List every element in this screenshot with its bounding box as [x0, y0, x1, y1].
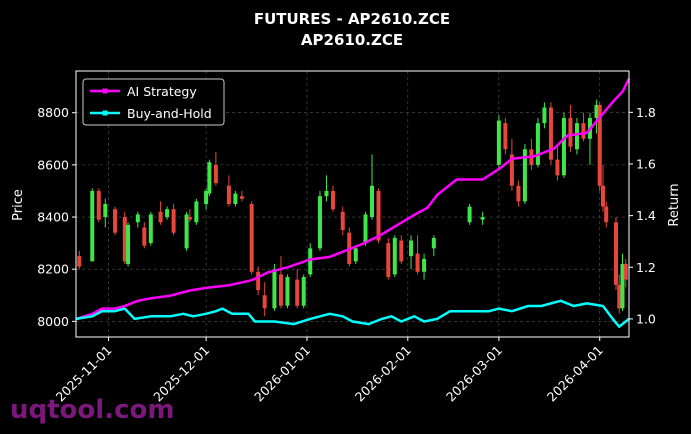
candle-body [370, 185, 375, 218]
candle-body [496, 120, 501, 165]
candle-body [171, 209, 176, 233]
candle-body [561, 117, 566, 176]
candle-body [96, 190, 101, 220]
candle-body [308, 248, 313, 275]
legend-label-buyhold: Buy-and-Hold [127, 106, 212, 121]
y-tick-label-left: 8600 [37, 157, 69, 172]
watermark: uqtool.com [10, 395, 174, 425]
y-tick-label-right: 1.0 [636, 311, 656, 326]
buyhold-line [75, 299, 630, 328]
candle-body [386, 243, 391, 278]
candle-body [142, 227, 147, 246]
legend-marker-buyhold [102, 110, 108, 116]
candle-body [295, 279, 300, 306]
candle-body [103, 204, 108, 218]
candle-body [226, 185, 231, 204]
y-tick-label-left: 8000 [37, 314, 69, 329]
candle-body [409, 240, 414, 257]
candle-body [285, 277, 290, 306]
candle-body [542, 107, 547, 124]
y-tick-label-left: 8400 [37, 210, 69, 225]
candle-body [376, 190, 381, 241]
candle-body [574, 123, 579, 150]
candle-body [581, 123, 586, 139]
candle-body [301, 277, 306, 306]
candle-body [77, 256, 82, 267]
candle-body [568, 117, 573, 147]
candle-body [317, 196, 322, 249]
candle-body [597, 104, 602, 186]
y-tick-label-right: 1.2 [636, 260, 656, 275]
candle-body [194, 201, 199, 223]
candle-body [516, 185, 521, 202]
candle-body [204, 190, 209, 204]
y-axis-label-right: Return [667, 183, 682, 226]
candle-body [262, 295, 267, 309]
y-tick-label-left: 8200 [37, 262, 69, 277]
candle-body [522, 149, 527, 202]
candle-body [340, 211, 345, 231]
candle-body [184, 214, 189, 249]
candle-body [330, 190, 335, 210]
candle-body [363, 214, 368, 244]
candle-body [239, 196, 244, 199]
candle-body [90, 190, 95, 262]
candle-body [278, 274, 283, 306]
chart-title: FUTURES - AP2610.ZCE [254, 10, 450, 28]
candle-body [353, 248, 358, 262]
candle-body [187, 217, 192, 220]
candle-body [148, 214, 153, 244]
candle-body [555, 159, 560, 176]
y-tick-label-left: 8800 [37, 105, 69, 120]
candle-body [617, 284, 622, 309]
strategy-line [75, 78, 631, 321]
candle-body [207, 162, 212, 194]
candle-body [620, 263, 625, 309]
candle-body [122, 217, 127, 262]
candle-body [613, 222, 618, 285]
candle-body [392, 237, 397, 275]
series-lines [75, 78, 631, 328]
candle-body [535, 123, 540, 165]
y-axis-label-left: Price [11, 189, 26, 221]
candle-body [422, 258, 427, 272]
candle-body [135, 214, 140, 223]
candle-body [431, 237, 436, 249]
candle-body [324, 190, 329, 197]
candle-body [165, 209, 170, 218]
candle-body [604, 206, 609, 223]
legend: AI Strategy Buy-and-Hold [82, 78, 225, 126]
plot-frame [75, 70, 630, 338]
candle-body [594, 104, 599, 118]
y-tick-label-right: 1.4 [636, 208, 656, 223]
legend-marker-strategy [102, 88, 108, 94]
candle-body [399, 240, 404, 262]
y-tick-label-right: 1.6 [636, 156, 656, 171]
candle-body [113, 209, 118, 233]
legend-label-strategy: AI Strategy [127, 84, 197, 99]
candle-body [503, 123, 508, 150]
candle-body [600, 185, 605, 207]
candle-body [623, 263, 628, 280]
candle-body [415, 253, 420, 272]
candle-body [249, 204, 254, 272]
candle-body [272, 269, 277, 309]
y-tick-label-right: 1.8 [636, 105, 656, 120]
candle-body [509, 154, 514, 186]
chart-subtitle: AP2610.ZCE [301, 31, 403, 49]
candle-body [548, 107, 553, 160]
candle-body [256, 271, 261, 291]
candle-body [467, 206, 472, 223]
candle-body [158, 211, 163, 223]
candle-body [213, 164, 218, 184]
candle-body [480, 217, 485, 220]
candle-body [126, 224, 131, 264]
candle-body [233, 193, 238, 204]
